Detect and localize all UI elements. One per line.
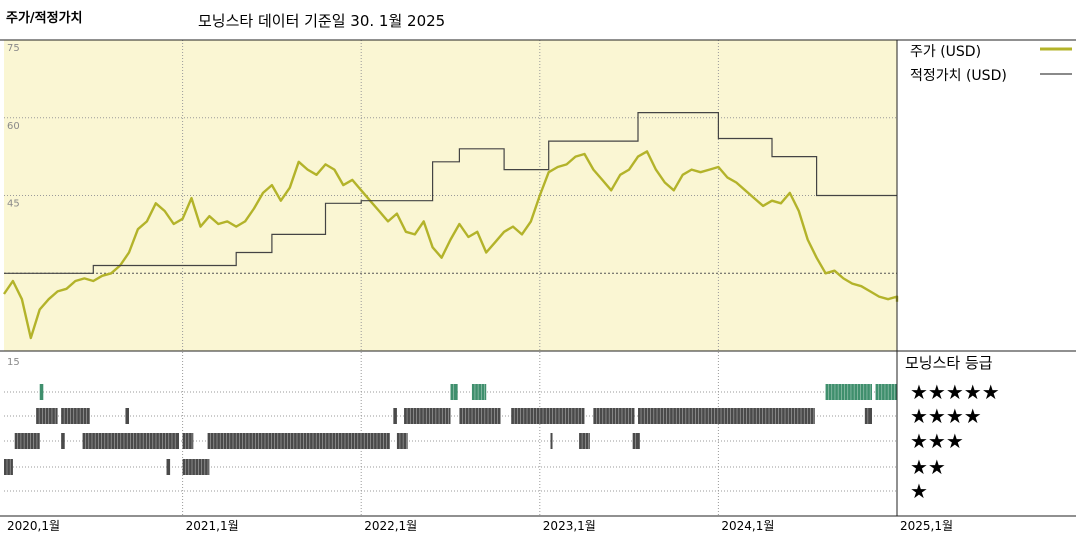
rating-stars-1: ★ — [910, 479, 928, 503]
y-tick-label: 75 — [7, 43, 20, 54]
rating-bar — [511, 408, 585, 424]
x-tick-label: 2020,1월 — [7, 519, 60, 533]
series — [3, 112, 899, 340]
rating-bar — [593, 408, 635, 424]
rating-bar — [396, 433, 408, 449]
x-tick-label: 2025,1월 — [900, 519, 953, 533]
rating-stars-5: ★★★★★ — [910, 380, 1000, 404]
rating-bar — [182, 433, 194, 449]
rating-bar — [61, 408, 90, 424]
x-tick-label: 2022,1월 — [364, 519, 417, 533]
frame — [0, 39, 1076, 517]
rating-bar — [864, 408, 872, 424]
rating-bar — [404, 408, 451, 424]
x-axis: 2020,1월 2021,1월 2022,1월 2023,1월 2024,1월 2025,… — [7, 519, 953, 533]
rating-bar — [82, 433, 180, 449]
rating-title: 모닝스타 등급 — [905, 354, 993, 372]
legend: 주가 (USD) 적정가치 (USD) — [910, 44, 1072, 84]
y-tick-label: 45 — [7, 199, 20, 210]
rating-bar — [825, 384, 872, 400]
x-tick-label: 2021,1월 — [186, 519, 239, 533]
chart-subtitle: 모닝스타 데이터 기준일 30. 1월 2025 — [198, 12, 445, 30]
rating-bar — [393, 408, 397, 424]
rating-bar — [459, 408, 501, 424]
rating-bar — [579, 433, 590, 449]
rating-stars-2: ★★ — [910, 455, 946, 479]
rating-bar — [39, 384, 44, 400]
rating-bar — [166, 459, 171, 475]
legend-fair-value-label: 적정가치 (USD) — [910, 68, 1007, 84]
rating-bar — [4, 459, 13, 475]
rating-bar — [450, 384, 458, 400]
rating-bar — [632, 433, 640, 449]
y-tick-label: 15 — [7, 357, 20, 368]
rating-bar — [550, 433, 553, 449]
rating-bar — [182, 459, 210, 475]
chart-title: 주가/적정가치 — [6, 10, 83, 26]
rating-stars-3: ★★★ — [910, 429, 964, 453]
rating-stars-4: ★★★★ — [910, 404, 982, 428]
fair-value-line — [4, 112, 897, 274]
legend-price-label: 주가 (USD) — [910, 44, 981, 60]
x-tick-label: 2024,1월 — [721, 519, 774, 533]
price-line — [3, 150, 899, 340]
rating-bar — [125, 408, 130, 424]
rating-bar — [207, 433, 390, 449]
rating-bar — [61, 433, 65, 449]
x-tick-label: 2023,1월 — [543, 519, 596, 533]
y-tick-label: 60 — [7, 121, 20, 132]
rating-bar — [638, 408, 815, 424]
rating-panel: ★★★★★★★★★★★★★★★모닝스타 등급 — [4, 354, 1000, 503]
y-axis: 15 45 60 75 — [7, 43, 20, 368]
rating-bar — [471, 384, 487, 400]
